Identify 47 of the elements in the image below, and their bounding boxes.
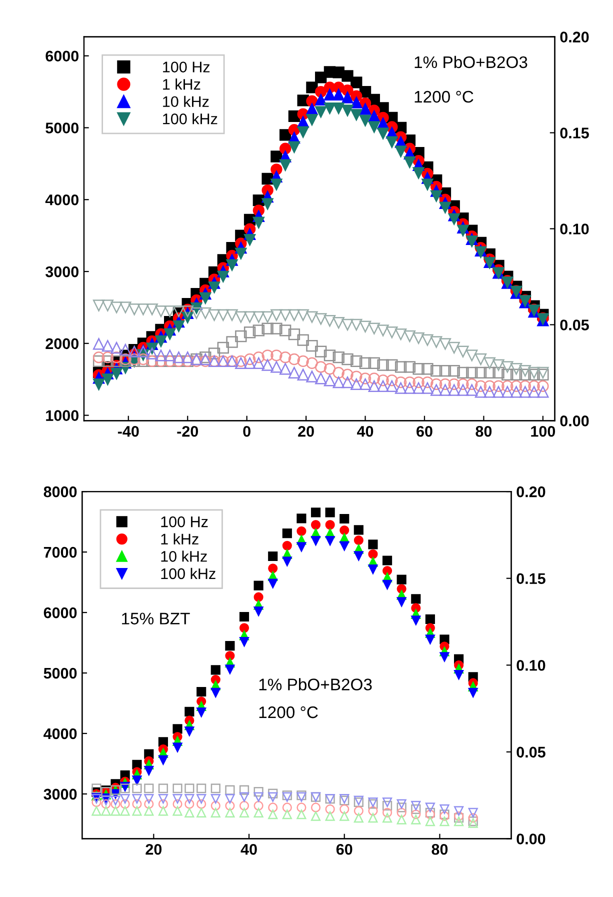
y2-tick-label: 0.15 xyxy=(560,128,589,138)
y2-tick-label: 0.00 xyxy=(560,416,589,426)
y-tick-label: 4000 xyxy=(45,194,78,206)
y2-tick-label: 0.15 xyxy=(516,573,546,584)
y2-tick-label: 0.05 xyxy=(516,746,546,758)
x-tick-label: 40 xyxy=(240,844,257,855)
x-tick-label: 20 xyxy=(298,426,314,437)
x-tick-label: -20 xyxy=(177,426,198,437)
annotation: 1% PbO+B2O3 xyxy=(259,678,372,690)
x-tick-label: 20 xyxy=(146,844,162,855)
x-tick-label: 60 xyxy=(416,426,432,437)
x-tick-label: 60 xyxy=(336,844,352,855)
y2-tick-label: 0.20 xyxy=(560,32,589,42)
y-tick-label: 8000 xyxy=(44,486,77,498)
legend-label: 10 kHz xyxy=(163,96,209,108)
annotation: 15% BZT xyxy=(122,612,190,624)
y-tick-label: 5000 xyxy=(46,122,78,134)
legend-label: 1 kHz xyxy=(161,533,198,544)
y2-tick-label: 0.20 xyxy=(516,486,546,498)
y-tick-label: 1000 xyxy=(46,410,78,421)
annotation: 1200 °C xyxy=(259,706,318,718)
x-tick-label: -40 xyxy=(118,426,139,437)
legend-label: 1 kHz xyxy=(163,78,200,90)
y-tick-label: 7000 xyxy=(44,546,77,558)
y2-tick-label: 0.10 xyxy=(516,660,546,671)
x-tick-label: 0 xyxy=(243,426,250,437)
x-tick-label: 80 xyxy=(432,844,448,855)
x-tick-label: 100 xyxy=(531,426,556,437)
x-tick-label: 40 xyxy=(357,426,374,437)
legend-label: 100 kHz xyxy=(163,113,218,124)
y2-tick-label: 0.00 xyxy=(516,834,546,844)
y-tick-label: 5000 xyxy=(44,668,77,679)
annotation: 1200 °C xyxy=(414,90,474,103)
annotation: 1% PbO+B2O3 xyxy=(414,56,528,68)
y-tick-label: 3000 xyxy=(45,266,78,278)
legend-label: 100 kHz xyxy=(161,568,216,580)
legend-label: 10 kHz xyxy=(161,550,207,562)
y-tick-label: 2000 xyxy=(46,338,78,350)
y2-tick-label: 0.10 xyxy=(560,224,589,234)
legend-label: 100 Hz xyxy=(163,62,210,72)
legend-label: 100 Hz xyxy=(161,516,208,528)
y-tick-label: 6000 xyxy=(44,607,77,618)
y2-tick-label: 0.05 xyxy=(560,320,589,330)
y-tick-label: 4000 xyxy=(44,728,77,740)
x-tick-label: 80 xyxy=(476,426,492,437)
y-tick-label: 6000 xyxy=(46,50,78,62)
y-tick-label: 3000 xyxy=(44,788,77,800)
